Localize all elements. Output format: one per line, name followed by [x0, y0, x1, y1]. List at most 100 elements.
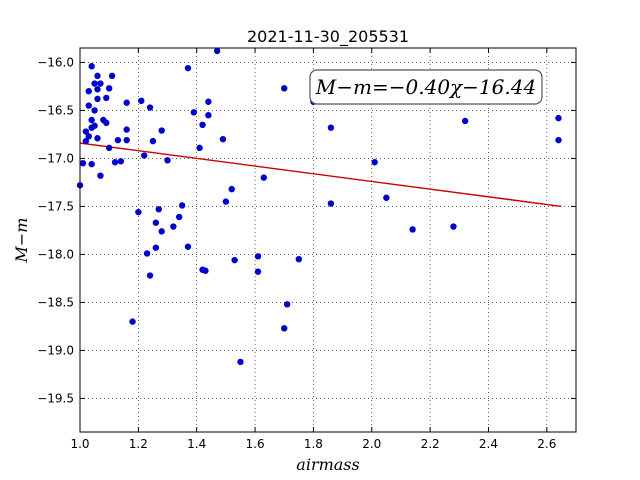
x-tick-label: 1.4 [187, 437, 206, 451]
data-point [450, 223, 457, 230]
data-point [91, 107, 98, 114]
data-point [164, 157, 171, 164]
y-tick-label: −19.0 [37, 343, 74, 357]
data-point [260, 174, 268, 181]
data-point [88, 116, 95, 124]
data-point [205, 98, 212, 105]
data-point [190, 109, 197, 116]
data-point [94, 86, 101, 93]
data-point [91, 122, 98, 129]
data-point [152, 244, 160, 251]
data-point [138, 97, 145, 105]
y-tick-label: −18.5 [37, 295, 74, 309]
data-point [146, 104, 154, 111]
plot-frame [79, 47, 577, 433]
data-point [158, 127, 165, 134]
data-point [94, 135, 101, 142]
annotation-frame [309, 69, 543, 105]
data-point [123, 126, 130, 133]
data-point [155, 206, 162, 213]
data-point [283, 301, 291, 308]
data-point [202, 267, 209, 274]
x-tick-label: 2.4 [479, 437, 498, 451]
y-ticks: −16.0 −16.5 −17.0 −17.5 −18.0 −18.5 −19.0 −19.5 [37, 55, 576, 405]
data-point [170, 223, 177, 230]
data-point [184, 64, 192, 72]
y-tick-label: −17.5 [37, 199, 74, 213]
data-point [555, 114, 562, 122]
data-point [152, 219, 160, 226]
data-point [105, 85, 113, 92]
annotation-box: M−m=−0.40χ−16.44 [309, 69, 543, 105]
data-point [228, 185, 235, 193]
data-point [213, 47, 221, 55]
data-point [85, 88, 92, 95]
data-point [105, 144, 113, 152]
x-tick-label: 1.8 [304, 437, 323, 451]
x-tick-label: 2.6 [537, 437, 556, 451]
x-tick-label: 1.0 [70, 437, 89, 451]
fit-equation: M−m=−0.40χ−16.44 [315, 75, 536, 99]
data-point [219, 136, 227, 143]
x-axis-label: airmass [296, 455, 359, 474]
data-point [85, 102, 92, 109]
fit-line-group [79, 142, 562, 208]
data-point [146, 272, 154, 279]
data-point [91, 80, 98, 87]
data-point [117, 158, 125, 165]
data-point [94, 72, 101, 80]
data-point [205, 112, 212, 119]
data-point [123, 99, 130, 106]
data-point [149, 137, 157, 145]
data-point [82, 137, 90, 145]
data-point [94, 95, 101, 103]
data-point [88, 160, 95, 168]
data-point [281, 85, 288, 92]
data-point [97, 172, 104, 179]
data-point [222, 198, 230, 205]
y-tick-label: −16.0 [37, 55, 74, 69]
data-point [85, 133, 92, 140]
y-tick-label: −17.0 [37, 151, 74, 165]
data-point [143, 250, 151, 257]
chart-title: 2021-11-30_205531 [247, 27, 409, 47]
data-point [111, 159, 119, 166]
y-tick-label: −16.5 [37, 103, 74, 117]
data-point [178, 202, 186, 209]
data-point [237, 358, 244, 366]
data-point [254, 268, 262, 275]
data-point [108, 72, 116, 80]
data-point [327, 200, 335, 207]
data-point [199, 121, 206, 128]
data-point [140, 152, 148, 159]
data-point [281, 325, 288, 332]
data-point [461, 117, 469, 125]
y-tick-label: −18.0 [37, 247, 74, 261]
data-point [97, 80, 104, 87]
data-point [135, 208, 142, 216]
data-point [176, 213, 183, 221]
data-point [79, 160, 87, 167]
fit-line [79, 142, 562, 208]
x-tick-label: 2.2 [421, 437, 440, 451]
data-point [103, 119, 110, 127]
data-point [114, 136, 122, 144]
y-axis-label: M−m [12, 218, 31, 264]
data-point [371, 159, 378, 166]
data-point [129, 318, 136, 325]
data-point [196, 144, 203, 152]
data-point [123, 136, 130, 144]
data-point [82, 128, 90, 135]
y-tick-label: −19.5 [37, 391, 74, 405]
x-tick-label: 1.6 [246, 437, 265, 451]
data-point [383, 194, 390, 201]
data-point [184, 243, 192, 250]
data-point [409, 226, 416, 233]
data-point [158, 228, 165, 235]
data-point [295, 256, 303, 263]
data-point [88, 63, 95, 70]
x-tick-label: 1.2 [129, 437, 148, 451]
data-point [254, 253, 262, 260]
data-point [231, 256, 238, 264]
